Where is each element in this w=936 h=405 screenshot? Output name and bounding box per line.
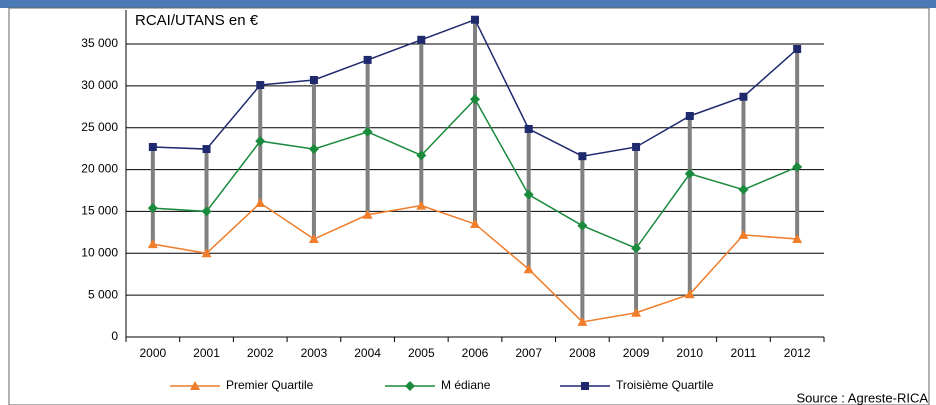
legend-label: Troisième Quartile bbox=[616, 378, 714, 392]
y-tick-label: 30 000 bbox=[81, 78, 118, 92]
x-tick-label: 2009 bbox=[623, 346, 650, 360]
top-bar bbox=[0, 0, 936, 8]
x-tick-label: 2003 bbox=[301, 346, 328, 360]
x-tick-label: 2012 bbox=[784, 346, 811, 360]
marker bbox=[362, 126, 373, 137]
marker bbox=[632, 142, 641, 151]
marker bbox=[738, 229, 749, 239]
marker bbox=[405, 381, 415, 391]
chart-title: RCAI/UTANS en € bbox=[135, 12, 259, 29]
marker bbox=[792, 162, 803, 173]
marker bbox=[684, 168, 695, 179]
marker bbox=[147, 203, 158, 214]
marker bbox=[577, 316, 588, 326]
marker bbox=[148, 142, 157, 151]
marker bbox=[739, 92, 748, 101]
y-tick-label: 20 000 bbox=[81, 162, 118, 176]
marker bbox=[416, 150, 427, 161]
marker bbox=[190, 381, 200, 390]
marker bbox=[578, 152, 587, 161]
y-tick-label: 35 000 bbox=[81, 36, 118, 50]
marker bbox=[417, 35, 426, 44]
marker bbox=[470, 218, 480, 228]
marker bbox=[470, 94, 480, 105]
marker bbox=[523, 264, 534, 274]
marker bbox=[793, 45, 802, 54]
x-tick-label: 2006 bbox=[462, 346, 489, 360]
marker bbox=[631, 243, 642, 254]
x-tick-label: 2008 bbox=[569, 346, 596, 360]
marker bbox=[362, 209, 373, 219]
marker bbox=[792, 234, 803, 244]
marker bbox=[308, 234, 319, 244]
x-tick-label: 2000 bbox=[139, 346, 166, 360]
x-tick-label: 2010 bbox=[676, 346, 703, 360]
marker bbox=[738, 184, 749, 195]
marker bbox=[685, 111, 694, 120]
marker bbox=[363, 55, 372, 64]
y-tick-label: 5 000 bbox=[88, 287, 118, 301]
marker bbox=[523, 189, 534, 200]
marker bbox=[581, 382, 589, 390]
x-tick-label: 2007 bbox=[515, 346, 542, 360]
y-tick-label: 0 bbox=[111, 329, 118, 343]
chart-frame bbox=[8, 7, 930, 405]
legend-label: Premier Quartile bbox=[226, 378, 314, 392]
marker bbox=[684, 289, 695, 299]
marker bbox=[255, 136, 266, 147]
marker bbox=[147, 239, 158, 249]
x-tick-label: 2004 bbox=[354, 346, 381, 360]
x-tick-label: 2002 bbox=[247, 346, 274, 360]
marker bbox=[308, 144, 319, 155]
marker bbox=[631, 307, 642, 317]
marker bbox=[309, 75, 318, 84]
y-tick-label: 25 000 bbox=[81, 120, 118, 134]
marker bbox=[202, 145, 211, 154]
y-tick-label: 15 000 bbox=[81, 204, 118, 218]
marker bbox=[577, 220, 588, 231]
marker bbox=[255, 198, 266, 208]
marker bbox=[524, 124, 533, 133]
y-tick-label: 10 000 bbox=[81, 245, 118, 259]
x-tick-label: 2011 bbox=[731, 346, 757, 360]
x-tick-label: 2001 bbox=[193, 346, 220, 360]
marker bbox=[201, 206, 212, 217]
legend-label: M édiane bbox=[441, 378, 491, 392]
marker bbox=[201, 248, 212, 258]
source: Source : Agreste-RICA bbox=[797, 390, 929, 405]
marker bbox=[256, 81, 265, 90]
marker bbox=[471, 15, 479, 24]
x-tick-label: 2005 bbox=[408, 346, 435, 360]
marker bbox=[416, 200, 427, 210]
